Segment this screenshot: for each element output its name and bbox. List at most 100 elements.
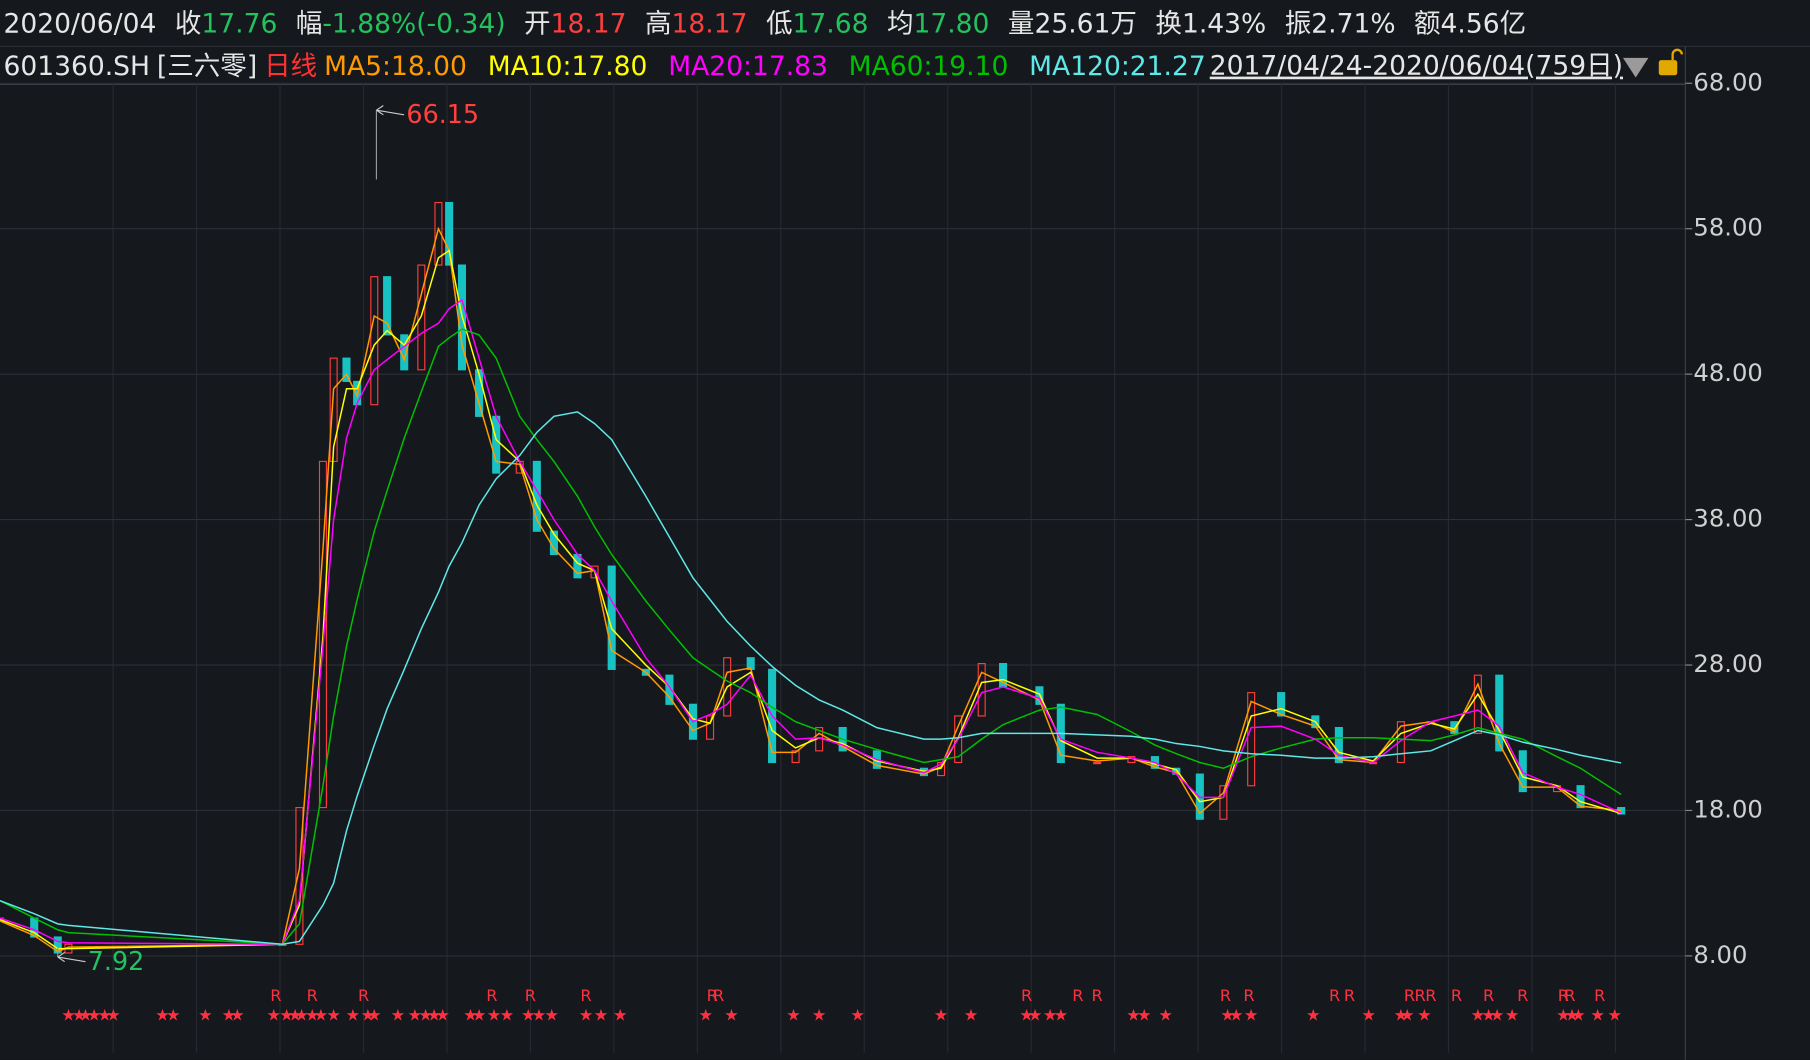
star-signal: ★	[294, 1005, 308, 1024]
r-signal: R	[1404, 986, 1415, 1005]
star-signal: ★	[1229, 1005, 1243, 1024]
quote-label: 低	[766, 8, 793, 39]
candle	[607, 565, 616, 670]
quote-value: 1.43%	[1182, 8, 1266, 39]
candle	[573, 553, 582, 579]
y-tick-label: 28.00	[1693, 649, 1762, 678]
star-signal: ★	[279, 1005, 293, 1024]
star-signal: ★	[532, 1005, 546, 1024]
ma-line	[0, 298, 1622, 946]
y-tick-label: 18.00	[1693, 794, 1762, 823]
star-signal: ★	[427, 1005, 441, 1024]
y-tick-label: 38.00	[1693, 504, 1762, 533]
star-signal: ★	[408, 1005, 422, 1024]
r-signal: R	[1021, 986, 1032, 1005]
candle	[295, 806, 304, 945]
star-signal: ★	[305, 1005, 319, 1024]
candle	[318, 460, 327, 809]
candle	[1247, 692, 1256, 787]
candle	[492, 415, 501, 474]
lock-icon[interactable]	[1658, 60, 1678, 76]
quote-label: 收	[175, 8, 202, 39]
ma-line	[0, 328, 1622, 946]
star-signal: ★	[613, 1005, 627, 1024]
star-signal: ★	[1490, 1005, 1504, 1024]
quote-value: -1.88%(-0.34)	[322, 8, 505, 39]
quote-label: 均	[887, 8, 914, 39]
quote-value: 17.76	[201, 8, 277, 39]
star-signal: ★	[222, 1005, 236, 1024]
star-signal: ★	[1394, 1005, 1408, 1024]
r-signal: R	[707, 986, 718, 1005]
candle	[1495, 674, 1504, 752]
quote-date: 2020/06/04	[3, 8, 156, 39]
legend-entry: MA120:21.27	[1029, 51, 1206, 82]
r-signal: R	[1558, 986, 1569, 1005]
star-signal: ★	[1417, 1005, 1431, 1024]
quote-label: 高	[645, 8, 672, 39]
r-signal: R	[1329, 986, 1340, 1005]
star-signal: ★	[1400, 1005, 1414, 1024]
star-signal: ★	[98, 1005, 112, 1024]
star-signal: ★	[1306, 1005, 1320, 1024]
quote-value: 17.68	[793, 8, 869, 39]
r-signal: R	[1517, 986, 1528, 1005]
dropdown-arrow[interactable]	[1622, 57, 1649, 78]
candle	[1277, 692, 1286, 717]
r-signal: R	[307, 986, 318, 1005]
r-signal: R	[1243, 986, 1254, 1005]
star-signal: ★	[166, 1005, 180, 1024]
star-signal: ★	[367, 1005, 381, 1024]
star-signal: ★	[72, 1005, 86, 1024]
star-signal: ★	[545, 1005, 559, 1024]
plot	[0, 105, 1626, 963]
star-signal: ★	[1126, 1005, 1140, 1024]
quote-label: 额	[1414, 8, 1441, 39]
r-signal: R	[1425, 986, 1436, 1005]
candle	[723, 657, 732, 717]
star-signal: ★	[1137, 1005, 1151, 1024]
quote-value: 4.56亿	[1441, 8, 1527, 39]
star-signal: ★	[1043, 1005, 1057, 1024]
y-tick-label: 58.00	[1693, 213, 1762, 242]
quote-label: 振	[1285, 8, 1312, 39]
r-signal: R	[1415, 986, 1426, 1005]
stock-code: 601360.SH	[3, 51, 150, 82]
date-range[interactable]: 2017/04/24-2020/06/04(759日)	[1210, 51, 1623, 82]
star-signal: ★	[1028, 1005, 1042, 1024]
y-tick-label: 8.00	[1693, 940, 1747, 969]
legend-entry: MA10:17.80	[488, 51, 648, 82]
candle	[1219, 785, 1228, 820]
star-signal: ★	[934, 1005, 948, 1024]
star-signal: ★	[61, 1005, 75, 1024]
annotation-arrow	[57, 951, 86, 963]
legend-entry: MA5:18.00	[324, 51, 467, 82]
r-signal: R	[1451, 986, 1462, 1005]
r-signal: R	[1220, 986, 1231, 1005]
grid	[0, 82, 1693, 1053]
candle	[342, 357, 351, 382]
star-signal: ★	[699, 1005, 713, 1024]
star-signal: ★	[1571, 1005, 1585, 1024]
star-signal: ★	[724, 1005, 738, 1024]
star-signal: ★	[786, 1005, 800, 1024]
quote-value: 17.80	[913, 8, 989, 39]
annotation-label: 66.15	[406, 99, 479, 129]
candle	[1396, 721, 1405, 764]
candle	[329, 357, 338, 462]
r-signal: R	[1344, 986, 1355, 1005]
star-signal: ★	[1505, 1005, 1519, 1024]
candle	[1093, 761, 1102, 765]
r-signal: R	[1092, 986, 1103, 1005]
star-signal: ★	[812, 1005, 826, 1024]
star-signal: ★	[326, 1005, 340, 1024]
candle	[445, 201, 454, 266]
legend-entry: MA20:17.83	[668, 51, 828, 82]
quote-value: 18.17	[672, 8, 748, 39]
ma-line	[0, 226, 1622, 953]
period: 日线	[264, 51, 317, 82]
star-signal: ★	[521, 1005, 535, 1024]
star-signal: ★	[230, 1005, 244, 1024]
